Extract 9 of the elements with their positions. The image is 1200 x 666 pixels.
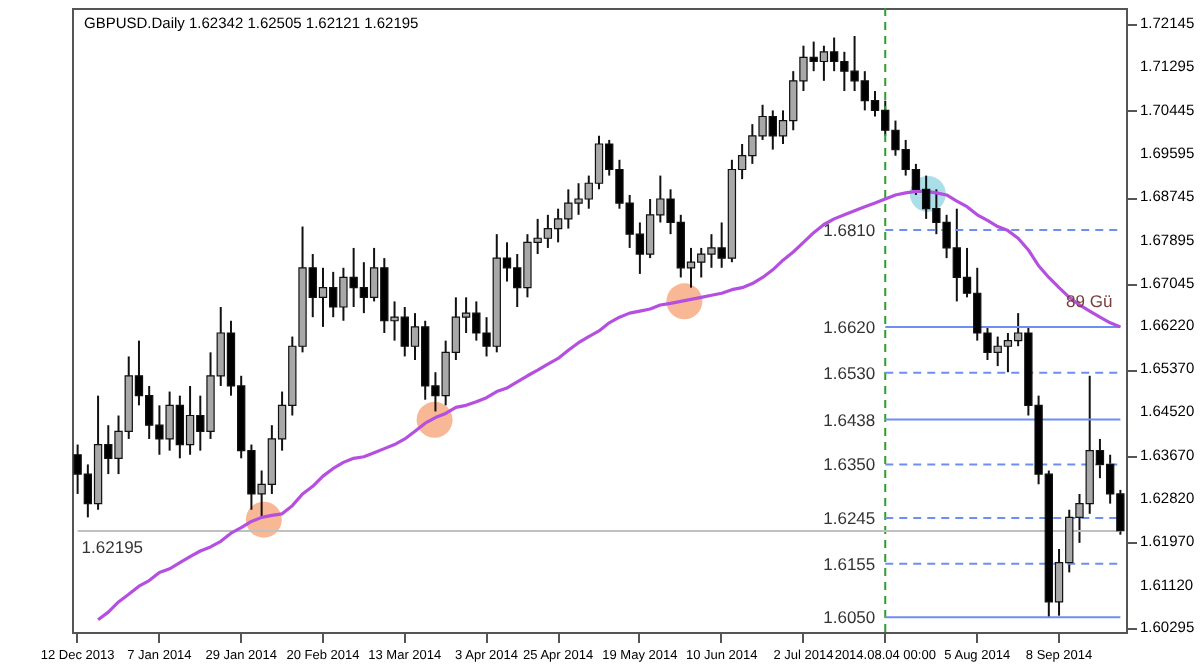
ref-line-label: 1.6155 — [823, 553, 876, 574]
ref-line-label: 1.6050 — [823, 607, 876, 628]
ref-line-label: 1.6530 — [823, 362, 876, 383]
ref-line-label: 1.6350 — [823, 454, 876, 475]
ref-line-label: 1.6620 — [823, 316, 876, 337]
ref-line-label: 1.6245 — [823, 507, 876, 528]
ref-line-label: 1.6810 — [823, 220, 876, 241]
ref-line-label: 1.62195 — [81, 536, 144, 557]
ref-line-label: 1.6438 — [823, 409, 876, 430]
